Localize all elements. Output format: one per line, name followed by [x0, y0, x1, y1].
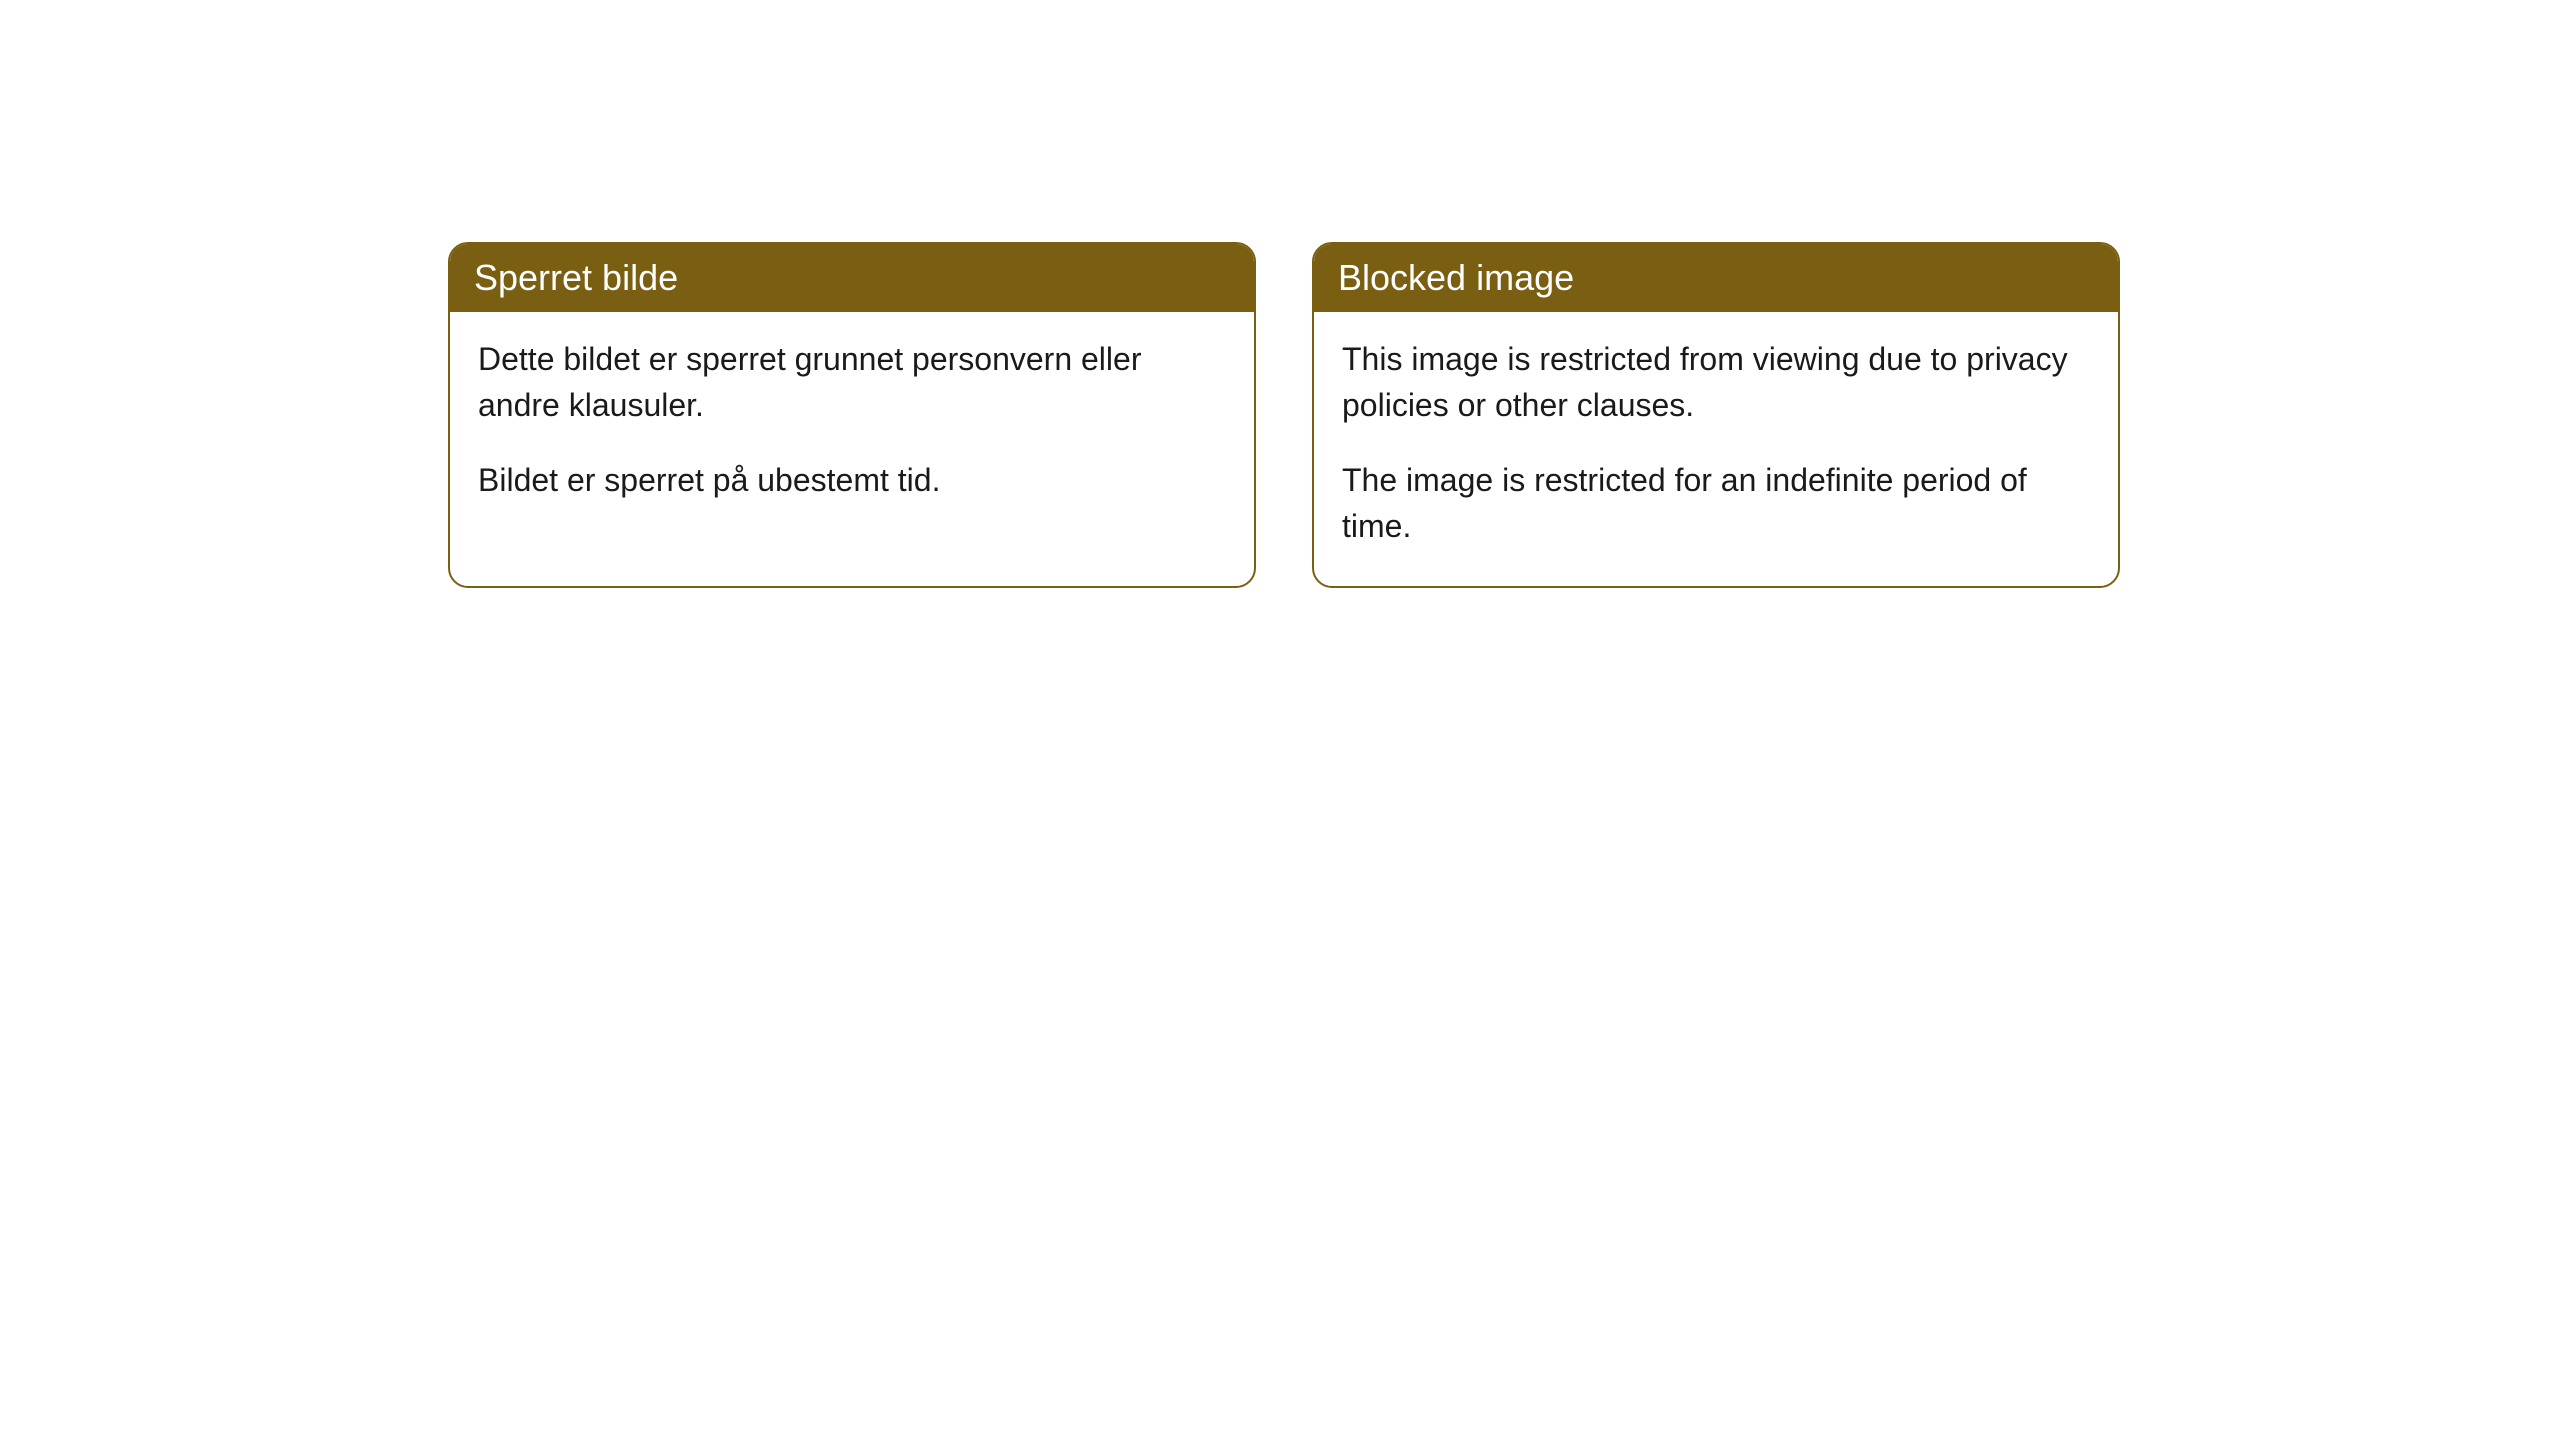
card-paragraph: Bildet er sperret på ubestemt tid.	[478, 457, 1226, 503]
card-title: Blocked image	[1338, 257, 1574, 298]
notice-card-norwegian: Sperret bilde Dette bildet er sperret gr…	[448, 242, 1256, 588]
card-paragraph: This image is restricted from viewing du…	[1342, 336, 2090, 429]
card-body: Dette bildet er sperret grunnet personve…	[450, 312, 1254, 539]
card-paragraph: Dette bildet er sperret grunnet personve…	[478, 336, 1226, 429]
card-paragraph: The image is restricted for an indefinit…	[1342, 457, 2090, 550]
card-body: This image is restricted from viewing du…	[1314, 312, 2118, 586]
card-title: Sperret bilde	[474, 257, 678, 298]
notice-card-english: Blocked image This image is restricted f…	[1312, 242, 2120, 588]
notice-cards-container: Sperret bilde Dette bildet er sperret gr…	[448, 242, 2120, 588]
card-header: Blocked image	[1314, 244, 2118, 312]
card-header: Sperret bilde	[450, 244, 1254, 312]
